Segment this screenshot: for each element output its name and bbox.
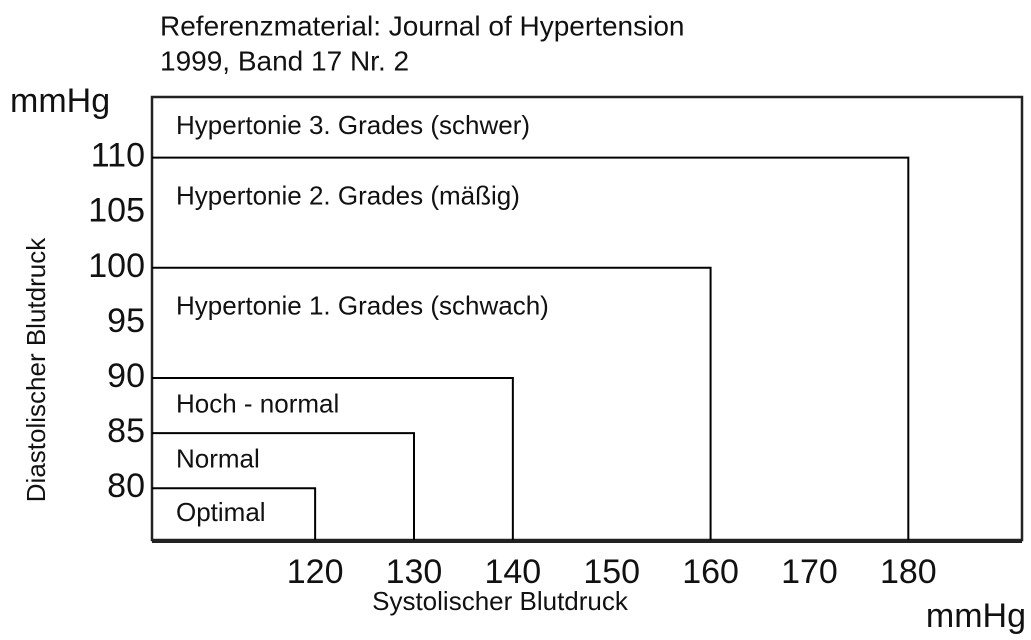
x-tick-label: 140	[484, 553, 541, 591]
x-tick-label: 130	[386, 553, 443, 591]
x-tick-label: 170	[781, 553, 838, 591]
y-tick-label: 100	[88, 247, 145, 285]
x-tick-label: 150	[583, 553, 640, 591]
chart-title: Referenzmaterial: Journal of Hypertensio…	[160, 10, 684, 41]
region-label: Hypertonie 3. Grades (schwer)	[176, 110, 530, 140]
region-label: Hypertonie 2. Grades (mäßig)	[176, 180, 520, 210]
region-label: Optimal	[176, 497, 266, 527]
region-boundary	[152, 377, 514, 540]
y-tick-label: 105	[88, 192, 145, 230]
chart-subtitle: 1999, Band 17 Nr. 2	[160, 45, 409, 76]
region-label: Hypertonie 1. Grades (schwach)	[176, 291, 549, 321]
x-tick-label: 120	[287, 553, 344, 591]
region-boundary	[152, 266, 712, 540]
y-tick-label: 95	[107, 302, 145, 340]
region-label: Normal	[176, 444, 260, 474]
x-tick-label: 160	[682, 553, 739, 591]
y-tick-label: 85	[107, 412, 145, 450]
x-unit: mmHg	[926, 597, 1026, 635]
region-boundary	[152, 156, 910, 540]
region-boundary	[152, 432, 415, 540]
y-axis-label: Diastolischer Blutdruck	[21, 237, 51, 502]
y-tick-label: 110	[91, 137, 145, 175]
y-unit: mmHg	[10, 82, 110, 120]
x-axis-label: Systolischer Blutdruck	[372, 586, 629, 616]
y-tick-label: 80	[107, 467, 145, 505]
y-tick-label: 90	[107, 357, 145, 395]
region-label: Hoch - normal	[176, 388, 339, 418]
region-boundary	[152, 487, 317, 540]
x-tick-label: 180	[880, 553, 937, 591]
